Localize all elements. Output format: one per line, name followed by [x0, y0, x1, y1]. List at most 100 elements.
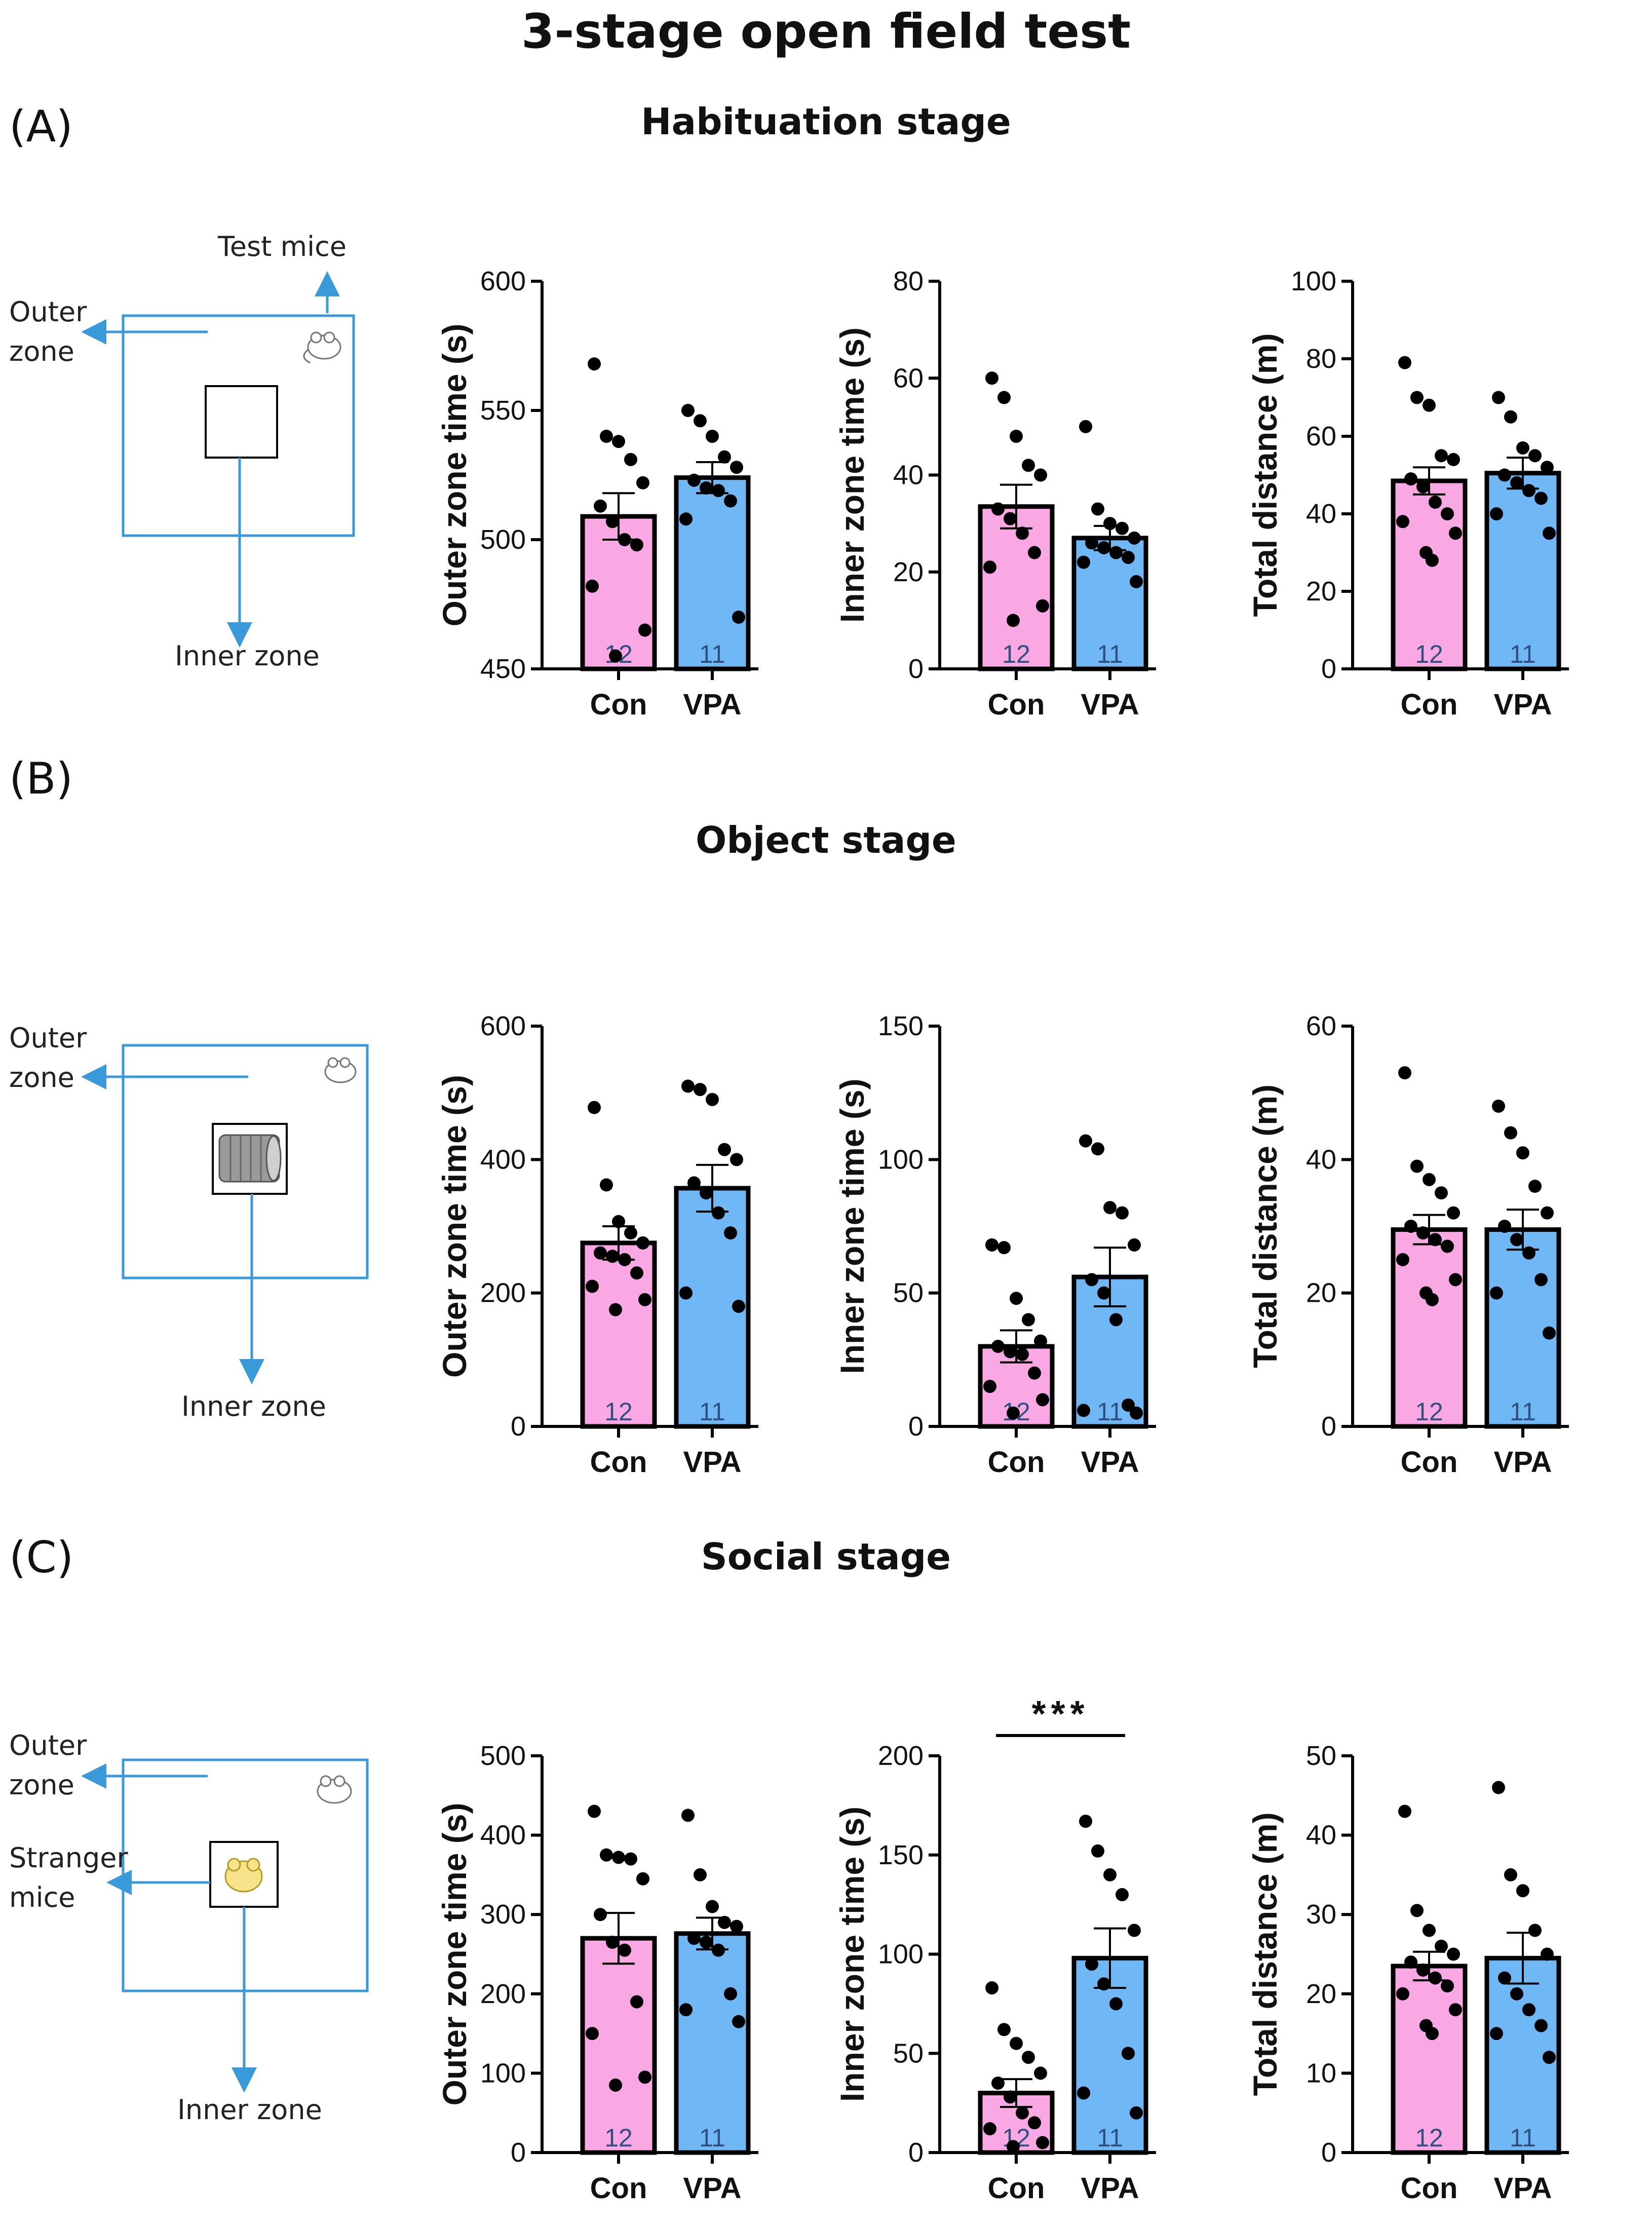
data-point	[588, 1101, 601, 1114]
x-tick-label: Con	[1401, 1446, 1458, 1479]
chart-panel-b-3: 0 20 40 60 Total distance (m) Con 12 VPA 11	[1246, 1011, 1569, 1479]
y-tick-label: 0	[1321, 1411, 1336, 1442]
data-point	[618, 533, 631, 546]
data-point	[1423, 398, 1436, 412]
data-point	[694, 1868, 707, 1881]
n-label: 11	[1097, 2124, 1123, 2152]
data-point	[612, 1851, 625, 1864]
data-point	[1122, 551, 1135, 564]
data-point	[1116, 521, 1129, 535]
x-tick-label: Con	[988, 688, 1045, 721]
data-point	[1447, 1947, 1460, 1961]
data-point	[997, 391, 1011, 404]
x-tick-label: VPA	[1081, 1446, 1139, 1479]
x-tick-label: Con	[1401, 688, 1458, 721]
data-point	[606, 515, 619, 529]
data-point	[985, 1981, 998, 1995]
x-tick-label: Con	[988, 1446, 1045, 1479]
data-point	[700, 481, 713, 495]
y-tick-label: 0	[1321, 654, 1336, 684]
data-point	[624, 1852, 637, 1866]
data-point	[1036, 2136, 1049, 2150]
data-point	[1528, 1180, 1542, 1193]
data-point	[1122, 1398, 1135, 1412]
y-tick-label: 30	[1306, 1899, 1336, 1930]
data-point	[1085, 1957, 1098, 1971]
data-point	[618, 1943, 631, 1957]
y-tick-label: 80	[1306, 344, 1336, 374]
data-point	[983, 2122, 996, 2136]
data-point	[1007, 614, 1020, 627]
data-point	[985, 1238, 998, 1252]
data-point	[1522, 484, 1535, 498]
data-point	[732, 2015, 745, 2028]
data-point	[1410, 391, 1424, 404]
y-tick-label: 0	[908, 654, 924, 684]
data-point	[1426, 553, 1439, 567]
bar-con	[580, 1936, 657, 2155]
x-tick-label: VPA	[1494, 1446, 1552, 1479]
data-point	[1510, 1233, 1523, 1247]
y-tick-label: 0	[908, 2137, 924, 2168]
data-point	[1079, 420, 1092, 433]
data-point	[1103, 517, 1117, 531]
data-point	[730, 461, 743, 474]
data-point	[1447, 1206, 1460, 1220]
data-point	[1522, 2003, 1535, 2017]
data-point	[606, 1250, 619, 1263]
data-point	[1109, 1313, 1123, 1327]
data-point	[1010, 430, 1023, 443]
data-point	[679, 1286, 693, 1300]
y-tick-label: 450	[480, 654, 526, 684]
data-point	[594, 1908, 607, 1921]
data-point	[679, 2003, 693, 2017]
data-point	[1010, 2037, 1023, 2050]
data-point	[594, 499, 607, 513]
data-point	[687, 473, 701, 487]
y-tick-label: 20	[893, 557, 924, 587]
n-label: 11	[1510, 2124, 1536, 2152]
data-point	[1034, 468, 1047, 482]
data-point	[1004, 512, 1017, 525]
data-point	[1449, 1273, 1462, 1287]
data-point	[997, 2023, 1011, 2037]
data-point	[612, 1215, 625, 1228]
data-point	[712, 484, 725, 498]
data-point	[724, 1226, 737, 1240]
data-point	[1109, 546, 1123, 559]
y-tick-label: 60	[893, 363, 924, 393]
data-point	[1429, 1233, 1442, 1247]
y-axis-label: Total distance (m)	[1246, 1084, 1284, 1368]
data-point	[1077, 555, 1090, 569]
data-point	[1034, 1334, 1047, 1348]
data-point	[1541, 1206, 1554, 1220]
data-point	[638, 2070, 651, 2084]
chart-panel-c-1: 0 100 200 300 400 500 Outer zone time (s) Con 12…	[436, 1741, 758, 2205]
x-tick-label: VPA	[683, 1446, 742, 1479]
n-label: 12	[604, 1398, 633, 1426]
data-point	[609, 649, 622, 663]
y-tick-label: 150	[878, 1011, 924, 1041]
n-label: 12	[604, 2124, 633, 2152]
data-point	[1426, 1293, 1439, 1306]
data-point	[1449, 2003, 1462, 2017]
test-mouse-icon	[303, 331, 341, 364]
data-point	[636, 1236, 649, 1250]
y-tick-label: 550	[480, 395, 526, 426]
stranger-mouse-icon	[224, 1858, 263, 1893]
data-point	[983, 1380, 996, 1393]
data-point	[1016, 2106, 1029, 2120]
y-tick-label: 0	[511, 1411, 526, 1442]
data-point	[1396, 1987, 1409, 2001]
data-point	[1022, 459, 1035, 472]
test-mouse-icon	[324, 1057, 357, 1083]
data-point	[1122, 2047, 1135, 2060]
data-point	[687, 1932, 701, 1945]
data-point	[1423, 1924, 1436, 1937]
y-tick-label: 20	[1306, 1979, 1336, 2009]
y-tick-label: 500	[480, 524, 526, 555]
data-point	[1543, 2051, 1556, 2064]
n-label: 11	[1097, 640, 1123, 668]
data-point	[983, 560, 996, 574]
